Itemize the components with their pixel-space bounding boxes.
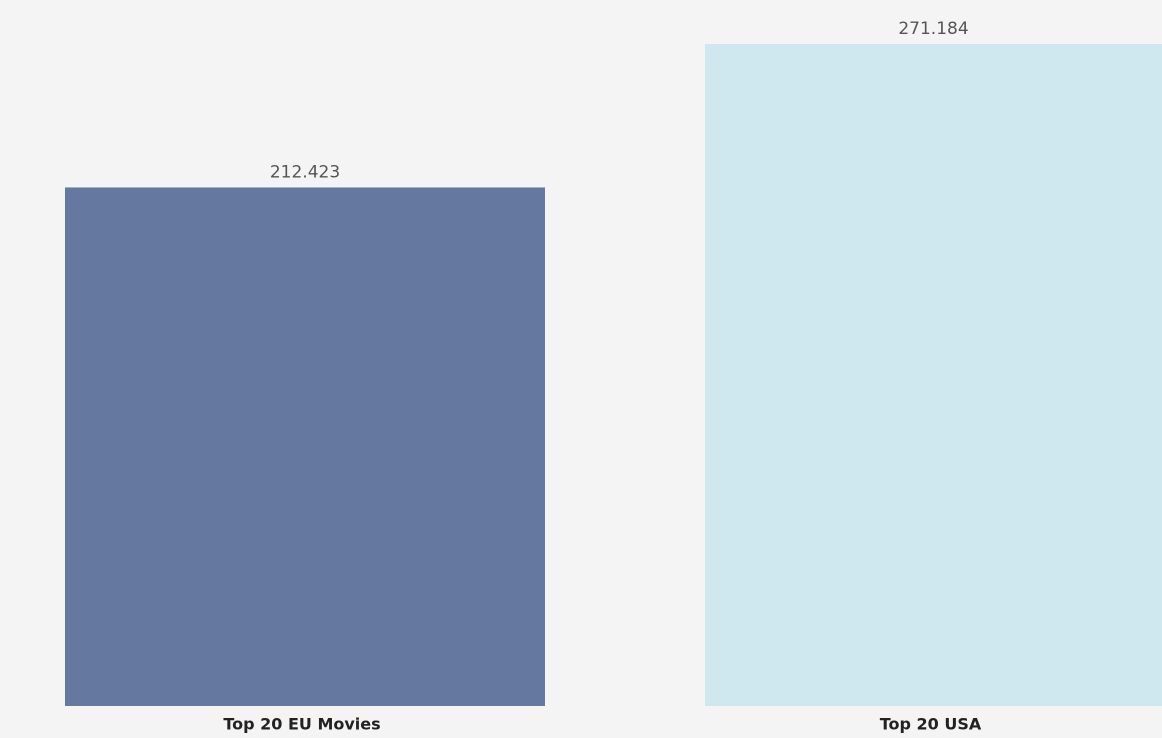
bar <box>705 44 1162 706</box>
value-label: 271.184 <box>898 19 968 39</box>
value-label: 212.423 <box>270 162 340 182</box>
bar <box>65 187 545 707</box>
category-label: Top 20 USA <box>880 715 982 734</box>
category-label: Top 20 EU Movies <box>223 715 380 734</box>
